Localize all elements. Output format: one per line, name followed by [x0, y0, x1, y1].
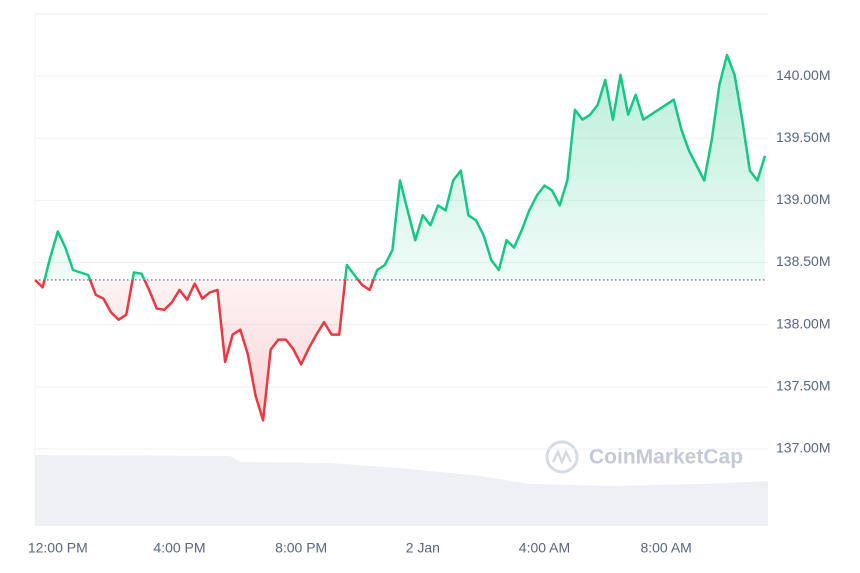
x-tick-label: 4:00 PM [153, 540, 205, 556]
y-tick-label: 138.50M [776, 253, 830, 269]
price-area [35, 55, 765, 421]
price-line [34, 53, 767, 422]
y-tick-label: 137.00M [776, 440, 830, 456]
x-tick-label: 2 Jan [406, 540, 440, 556]
x-tick-label: 4:00 AM [519, 540, 570, 556]
y-tick-label: 139.50M [776, 129, 830, 145]
x-tick-label: 8:00 AM [640, 540, 691, 556]
watermark: CoinMarketCap [589, 446, 743, 469]
y-tick-label: 140.00M [776, 67, 830, 83]
y-tick-label: 139.00M [776, 191, 830, 207]
volume-area [35, 455, 768, 526]
y-tick-label: 138.00M [776, 315, 830, 331]
y-tick-label: 137.50M [776, 378, 830, 394]
watermark-logo [545, 440, 579, 474]
x-tick-label: 8:00 PM [275, 540, 327, 556]
x-tick-label: 12:00 PM [28, 540, 88, 556]
